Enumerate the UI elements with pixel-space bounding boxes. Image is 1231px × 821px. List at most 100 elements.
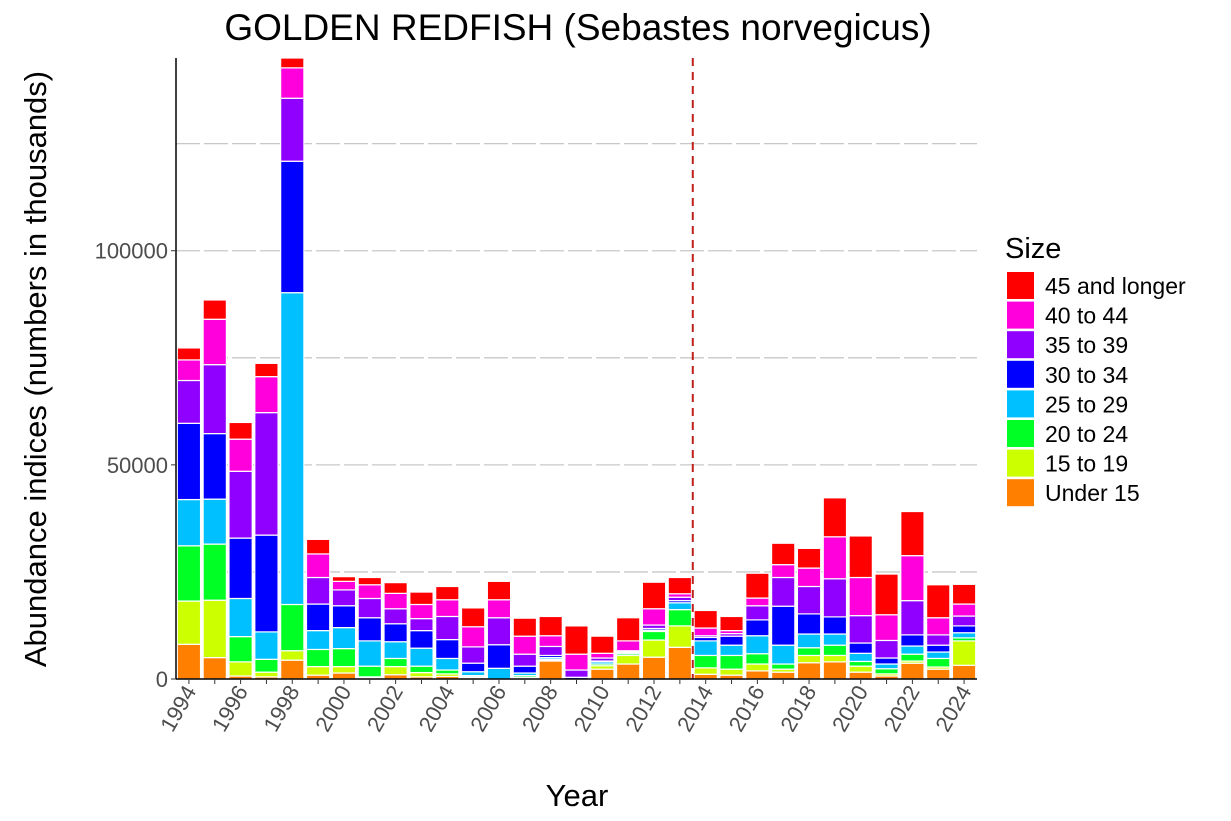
bar-segment: [280, 650, 305, 661]
bar-segment: [202, 299, 227, 320]
bar-segment: [900, 600, 925, 636]
bar-segment: [383, 608, 408, 625]
bar-segment: [848, 615, 873, 644]
legend-swatch: [1007, 449, 1034, 477]
bar-segment: [202, 432, 227, 500]
bar-segment: [512, 617, 538, 637]
x-tick-label: 1998: [258, 681, 304, 736]
bar-segment: [460, 626, 486, 648]
bar-segment: [176, 347, 202, 361]
bar-segment: [409, 630, 434, 649]
bar-segment: [357, 584, 383, 600]
bar-segment: [228, 470, 253, 539]
bar-segment: [228, 661, 253, 677]
bar-segment: [383, 592, 408, 610]
bar-segment: [254, 631, 279, 660]
bar-segment: [176, 379, 202, 424]
y-tick-label: 0: [156, 667, 168, 692]
legend-label: 20 to 24: [1045, 421, 1128, 447]
bar-segment: [357, 597, 383, 619]
bar-segment: [331, 647, 357, 668]
bar-segment: [615, 654, 641, 665]
bar-segment: [280, 292, 305, 606]
bar-segment: [305, 603, 331, 632]
x-tick-label: 2020: [827, 681, 873, 736]
bar-segment: [176, 600, 202, 645]
chart-title: GOLDEN REDFISH (Sebastes norvegicus): [224, 7, 931, 48]
bar-segment: [641, 630, 667, 641]
bar-segment: [796, 654, 822, 664]
bar-segment: [796, 567, 822, 588]
bar-segment: [951, 583, 977, 605]
bar-segment: [202, 364, 227, 435]
bar-segment: [202, 543, 227, 601]
bar-segment: [951, 664, 977, 680]
bar-segment: [900, 645, 925, 655]
x-axis-title: Year: [546, 778, 609, 813]
x-tick-label: 2006: [465, 681, 511, 736]
bar-segment: [848, 535, 873, 579]
bar-segment: [641, 581, 667, 610]
bar-segment: [331, 605, 357, 629]
bar-segment: [926, 651, 951, 660]
legend-swatch: [1007, 420, 1034, 447]
bar-segment: [770, 644, 796, 665]
bar-segment: [435, 638, 460, 660]
bar-segment: [357, 665, 383, 678]
bar-segment: [745, 605, 770, 621]
bar-segment: [770, 663, 796, 670]
bar-segment: [796, 633, 822, 649]
bar-segment: [383, 665, 408, 676]
bar-segment: [926, 644, 951, 653]
bar-segment: [667, 576, 693, 595]
bar-segment: [280, 659, 305, 680]
x-tick-label: 2008: [517, 681, 563, 736]
x-tick-label: 2010: [569, 681, 615, 736]
bar-segment: [331, 576, 357, 582]
bar-segment: [874, 573, 899, 616]
bar-segment: [926, 634, 951, 646]
x-tick-label: 2016: [724, 681, 770, 736]
bar-segment: [409, 665, 434, 674]
bar-segment: [280, 57, 305, 69]
bar-segment: [228, 421, 253, 440]
bar-segment: [512, 635, 538, 655]
bar-segment: [409, 603, 434, 620]
bar-segment: [745, 597, 770, 607]
bar-segment: [590, 635, 615, 654]
bar-segment: [667, 646, 693, 680]
bar-segment: [280, 97, 305, 162]
bar-segment: [409, 618, 434, 632]
bar-segment: [538, 660, 563, 680]
x-tick-label: 2018: [775, 681, 821, 736]
bar-segment: [667, 602, 693, 611]
bar-segment: [383, 657, 408, 668]
bar-segment: [305, 538, 331, 555]
bar-segment: [900, 662, 925, 680]
x-tick-label: 2000: [310, 681, 356, 736]
bar-segment: [745, 663, 770, 672]
bar-segment: [460, 607, 486, 628]
bar-segment: [538, 615, 563, 637]
bar-segment: [590, 652, 615, 659]
bar-segment: [228, 537, 253, 600]
bar-segment: [409, 647, 434, 667]
bar-segment: [383, 582, 408, 594]
bar-segment: [719, 644, 744, 657]
bar-segment: [564, 625, 589, 655]
bar-segment: [305, 665, 331, 676]
bar-segment: [512, 653, 538, 667]
bar-segment: [615, 663, 641, 680]
bar-segment: [228, 636, 253, 663]
bar-segment: [926, 617, 951, 636]
bar-segment: [900, 653, 925, 662]
bar-segment: [667, 609, 693, 627]
bar-segment: [822, 578, 848, 618]
bar-segment: [176, 359, 202, 382]
bar-segment: [951, 603, 977, 617]
bar-segment: [926, 668, 951, 680]
x-tick-label: 1996: [207, 681, 253, 736]
bar-segment: [745, 635, 770, 655]
bar-segment: [254, 412, 279, 536]
bar-segment: [641, 608, 667, 626]
